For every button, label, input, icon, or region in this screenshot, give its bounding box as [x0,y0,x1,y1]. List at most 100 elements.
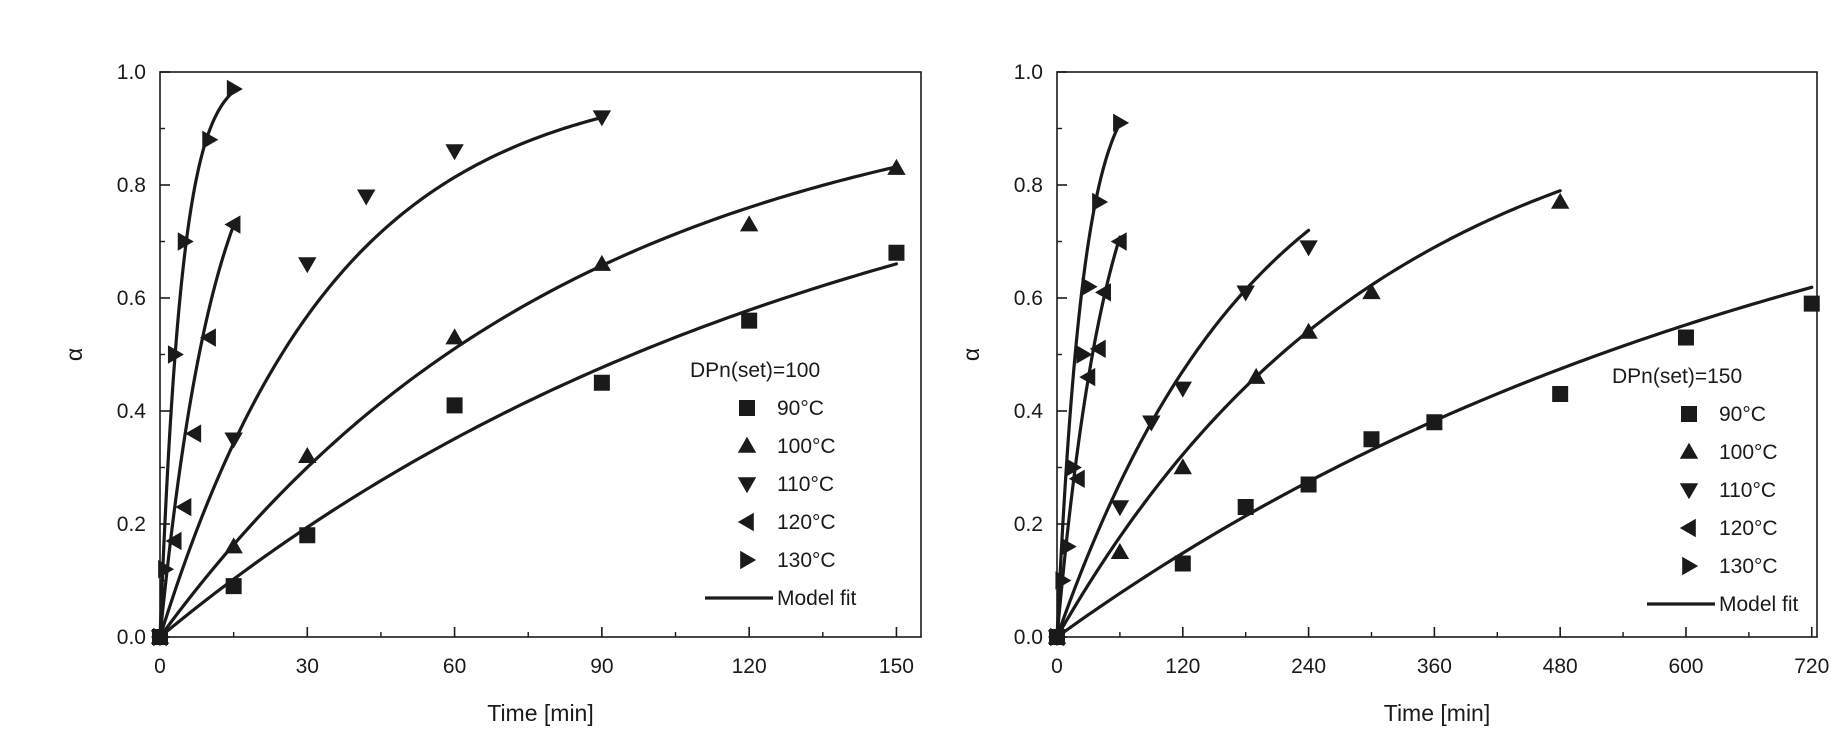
legend-label: 110°C [777,473,834,496]
data-point-triangle-up [887,158,906,175]
legend-marker-triangle-down [737,477,757,494]
x-axis-title: Time [min] [1384,700,1491,726]
data-point-square [299,527,316,544]
legend-marker-triangle-right [1682,556,1699,576]
legend-marker-triangle-left [737,512,754,532]
x-tick-label: 600 [1668,655,1703,678]
data-point-triangle-left [185,424,202,443]
plot-frame [1056,71,1818,638]
data-point-triangle-down [445,144,464,161]
data-point-triangle-down [1142,415,1161,432]
y-tick-label: 0.0 [1014,626,1043,649]
data-point-square [1803,295,1820,312]
x-tick-label: 720 [1794,655,1829,678]
data-point-triangle-right [1113,113,1130,133]
data-point-triangle-right [167,345,184,364]
data-point-square [888,244,905,261]
data-point-triangle-up [592,254,612,271]
data-point-square [1552,386,1569,403]
data-point-triangle-up [1110,543,1130,560]
legend-label: 90°C [1719,403,1766,426]
data-point-triangle-right [1060,537,1077,556]
data-point-square [593,374,610,391]
fit-curve-triangle-right [1055,121,1122,639]
data-point-triangle-left [1079,367,1096,387]
legend-marker-triangle-up [737,436,757,453]
legend-label: 130°C [1719,555,1778,578]
legend-marker-triangle-right [740,550,757,570]
legend-label: 100°C [777,435,836,458]
data-point-triangle-up [1550,192,1570,209]
fit-curve-triangle-up [1055,189,1562,639]
data-point-triangle-down [592,110,612,127]
legend-fit-label: Model fit [1719,593,1799,616]
data-point-triangle-left [199,328,216,347]
data-point-triangle-left [1068,469,1085,488]
legend-marker-triangle-down [1679,483,1699,500]
data-point-triangle-right [1092,192,1109,212]
data-point-triangle-right [1050,627,1067,647]
fit-curve-triangle-up [158,165,899,639]
data-point-triangle-left [1094,283,1111,302]
data-point-triangle-left [1089,339,1106,359]
data-point-square [225,578,242,595]
legend-marker-square [739,400,755,416]
data-point-triangle-right [153,627,170,647]
data-point-triangle-down [224,432,243,449]
legend-label: 130°C [777,549,836,572]
y-tick-label: 1.0 [1014,61,1043,84]
x-tick-label: 480 [1543,655,1578,678]
x-tick-label: 360 [1417,655,1452,678]
x-tick-label: 120 [1165,655,1200,678]
data-point-triangle-left [175,497,192,517]
data-point-triangle-down [1110,500,1130,517]
data-point-triangle-left [1110,232,1127,251]
fit-curve-triangle-down [158,115,604,639]
y-tick-label: 0.2 [1014,513,1043,536]
legend-marker-triangle-up [1679,442,1699,459]
data-point-triangle-up [298,447,317,463]
data-point-triangle-right [177,232,194,251]
data-point-square [446,397,463,414]
fit-curve-square [158,262,899,639]
data-point-triangle-down [1236,285,1255,302]
data-point-triangle-down [1173,381,1192,398]
data-point-triangle-right [202,130,219,149]
y-tick-label: 0.4 [1014,400,1044,423]
x-tick-label: 150 [879,655,914,678]
legend-marker-square [1681,406,1697,422]
fit-curve-triangle-right [158,89,236,639]
x-axis-title: Time [min] [487,700,594,726]
data-point-triangle-up [1362,283,1381,300]
legend-label: 110°C [1719,479,1776,502]
x-tick-label: 60 [443,655,466,678]
fit-curve-triangle-left [158,223,236,639]
data-point-triangle-right [1076,345,1093,364]
data-point-square [1426,414,1443,431]
fit-curve-square [1055,285,1814,639]
legend-marker-triangle-left [1679,518,1696,538]
data-point-triangle-right [1065,458,1082,477]
y-tick-label: 0.8 [1014,174,1043,197]
y-tick-label: 0.6 [117,287,146,310]
data-point-triangle-up [1173,458,1192,475]
y-tick-label: 0.4 [117,400,147,423]
data-point-triangle-right [1081,277,1098,296]
data-point-square [1237,499,1254,516]
data-point-triangle-up [1246,367,1266,384]
y-tick-label: 0.8 [117,174,146,197]
fit-curve-triangle-down [1055,228,1311,639]
data-point-square [1363,431,1380,448]
y-tick-label: 0.2 [117,513,146,536]
legend-label: 120°C [777,511,836,534]
legend-title: DPn(set)=100 [690,359,820,382]
y-tick-label: 0.6 [1014,287,1043,310]
y-axis-title: α [61,348,87,361]
data-point-triangle-up [224,537,243,554]
data-point-triangle-down [1299,240,1318,257]
data-point-square [1677,329,1694,346]
data-point-square [741,312,758,329]
chart-panel-2: 0 120 240 360 480 600 720 0.0 0.2 0.4 0.6 0.8 1.0 Tim… [958,61,1829,726]
data-point-triangle-up [739,215,759,232]
